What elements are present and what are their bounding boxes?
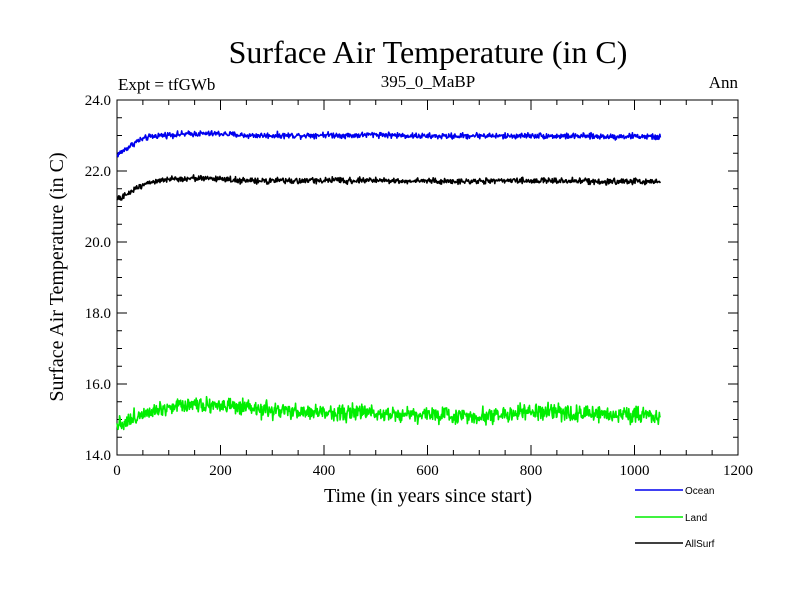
x-tick-label: 1000 [620, 463, 650, 479]
x-tick-label: 1200 [723, 463, 753, 479]
series-group [116, 130, 662, 431]
series-line-allsurf [116, 174, 662, 201]
x-tick-label: 200 [209, 463, 232, 479]
season-label: Ann [709, 73, 739, 92]
y-tick-label: 22.0 [85, 164, 111, 180]
series-line-ocean [116, 130, 662, 158]
y-axis-label: Surface Air Temperature (in C) [46, 152, 68, 401]
experiment-label: Expt = tfGWb [118, 75, 215, 94]
legend-label-ocean: Ocean [685, 486, 714, 497]
x-tick-label: 0 [113, 463, 121, 479]
x-tick-label: 800 [520, 463, 543, 479]
x-axis-label: Time (in years since start) [324, 485, 532, 507]
chart-title: Surface Air Temperature (in C) [229, 34, 628, 70]
y-tick-label: 16.0 [85, 377, 111, 393]
axis-ticks: 14.0 16.0 18.0 20.0 22.0 24.0 0 200 400 600 800 100… [85, 93, 753, 479]
x-tick-label: 600 [416, 463, 439, 479]
legend-label-allsurf: AllSurf [685, 539, 715, 550]
legend: Ocean Land AllSurf [635, 486, 715, 550]
y-tick-label: 14.0 [85, 448, 111, 464]
legend-label-land: Land [685, 513, 707, 524]
y-tick-label: 24.0 [85, 93, 111, 109]
y-tick-label: 18.0 [85, 306, 111, 322]
chart-subtitle: 395_0_MaBP [381, 72, 475, 91]
x-tick-label: 400 [313, 463, 336, 479]
y-tick-label: 20.0 [85, 235, 111, 251]
series-line-land [116, 395, 661, 431]
